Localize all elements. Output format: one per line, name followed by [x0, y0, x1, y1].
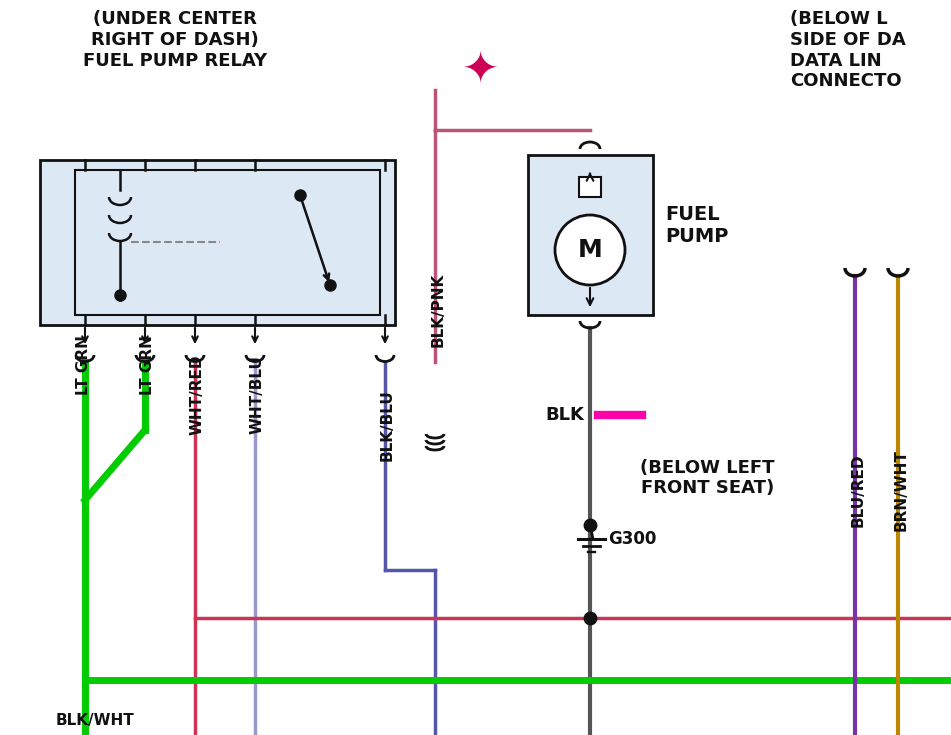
Bar — [528, 155, 653, 315]
Bar — [40, 160, 395, 325]
Bar — [579, 177, 601, 197]
Text: M: M — [577, 238, 602, 262]
Text: G300: G300 — [608, 530, 656, 548]
Circle shape — [555, 215, 625, 285]
Text: BLU/RED: BLU/RED — [850, 453, 865, 527]
Text: BLK: BLK — [545, 406, 584, 424]
Bar — [75, 170, 380, 315]
Text: FUEL
PUMP: FUEL PUMP — [665, 204, 728, 245]
Text: BLK/PNK: BLK/PNK — [431, 273, 445, 347]
Text: ✦: ✦ — [461, 49, 498, 91]
Text: WHT/BLU: WHT/BLU — [249, 356, 264, 434]
Text: (BELOW L
SIDE OF DA
DATA LIN
CONNECTO: (BELOW L SIDE OF DA DATA LIN CONNECTO — [790, 10, 905, 90]
Text: BLK/WHT: BLK/WHT — [55, 712, 134, 728]
Text: BRN/WHT: BRN/WHT — [894, 449, 908, 531]
Text: LT GRN: LT GRN — [140, 335, 154, 395]
Text: (UNDER CENTER
RIGHT OF DASH)
FUEL PUMP RELAY: (UNDER CENTER RIGHT OF DASH) FUEL PUMP R… — [83, 10, 267, 70]
Text: WHT/RED: WHT/RED — [189, 355, 204, 435]
Text: (BELOW LEFT
FRONT SEAT): (BELOW LEFT FRONT SEAT) — [640, 459, 774, 498]
Text: BLK/BLU: BLK/BLU — [379, 389, 395, 461]
Text: LT GRN: LT GRN — [75, 335, 90, 395]
